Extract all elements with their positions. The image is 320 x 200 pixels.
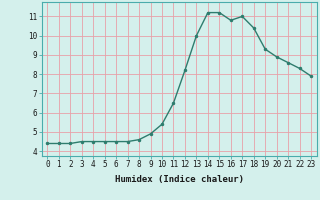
X-axis label: Humidex (Indice chaleur): Humidex (Indice chaleur) (115, 175, 244, 184)
